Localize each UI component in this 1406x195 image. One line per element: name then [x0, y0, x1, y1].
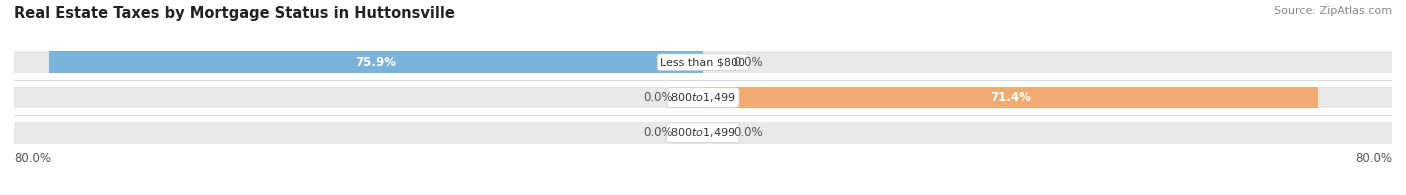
Text: $800 to $1,499: $800 to $1,499 — [671, 91, 735, 104]
Text: 75.9%: 75.9% — [356, 56, 396, 69]
Text: 80.0%: 80.0% — [1355, 152, 1392, 165]
Bar — [703, 87, 1317, 108]
Text: 0.0%: 0.0% — [733, 126, 763, 139]
Text: 0.0%: 0.0% — [733, 56, 763, 69]
Text: Less than $800: Less than $800 — [661, 57, 745, 67]
Text: Real Estate Taxes by Mortgage Status in Huttonsville: Real Estate Taxes by Mortgage Status in … — [14, 6, 456, 21]
Bar — [14, 122, 1392, 144]
Text: 80.0%: 80.0% — [14, 152, 51, 165]
Bar — [14, 51, 1392, 73]
Text: 0.0%: 0.0% — [643, 91, 673, 104]
Legend: Without Mortgage, With Mortgage: Without Mortgage, With Mortgage — [572, 191, 834, 195]
Text: Source: ZipAtlas.com: Source: ZipAtlas.com — [1274, 6, 1392, 16]
Text: $800 to $1,499: $800 to $1,499 — [671, 126, 735, 139]
Bar — [14, 87, 1392, 108]
Text: 71.4%: 71.4% — [990, 91, 1031, 104]
Bar — [49, 51, 703, 73]
Text: 0.0%: 0.0% — [643, 126, 673, 139]
